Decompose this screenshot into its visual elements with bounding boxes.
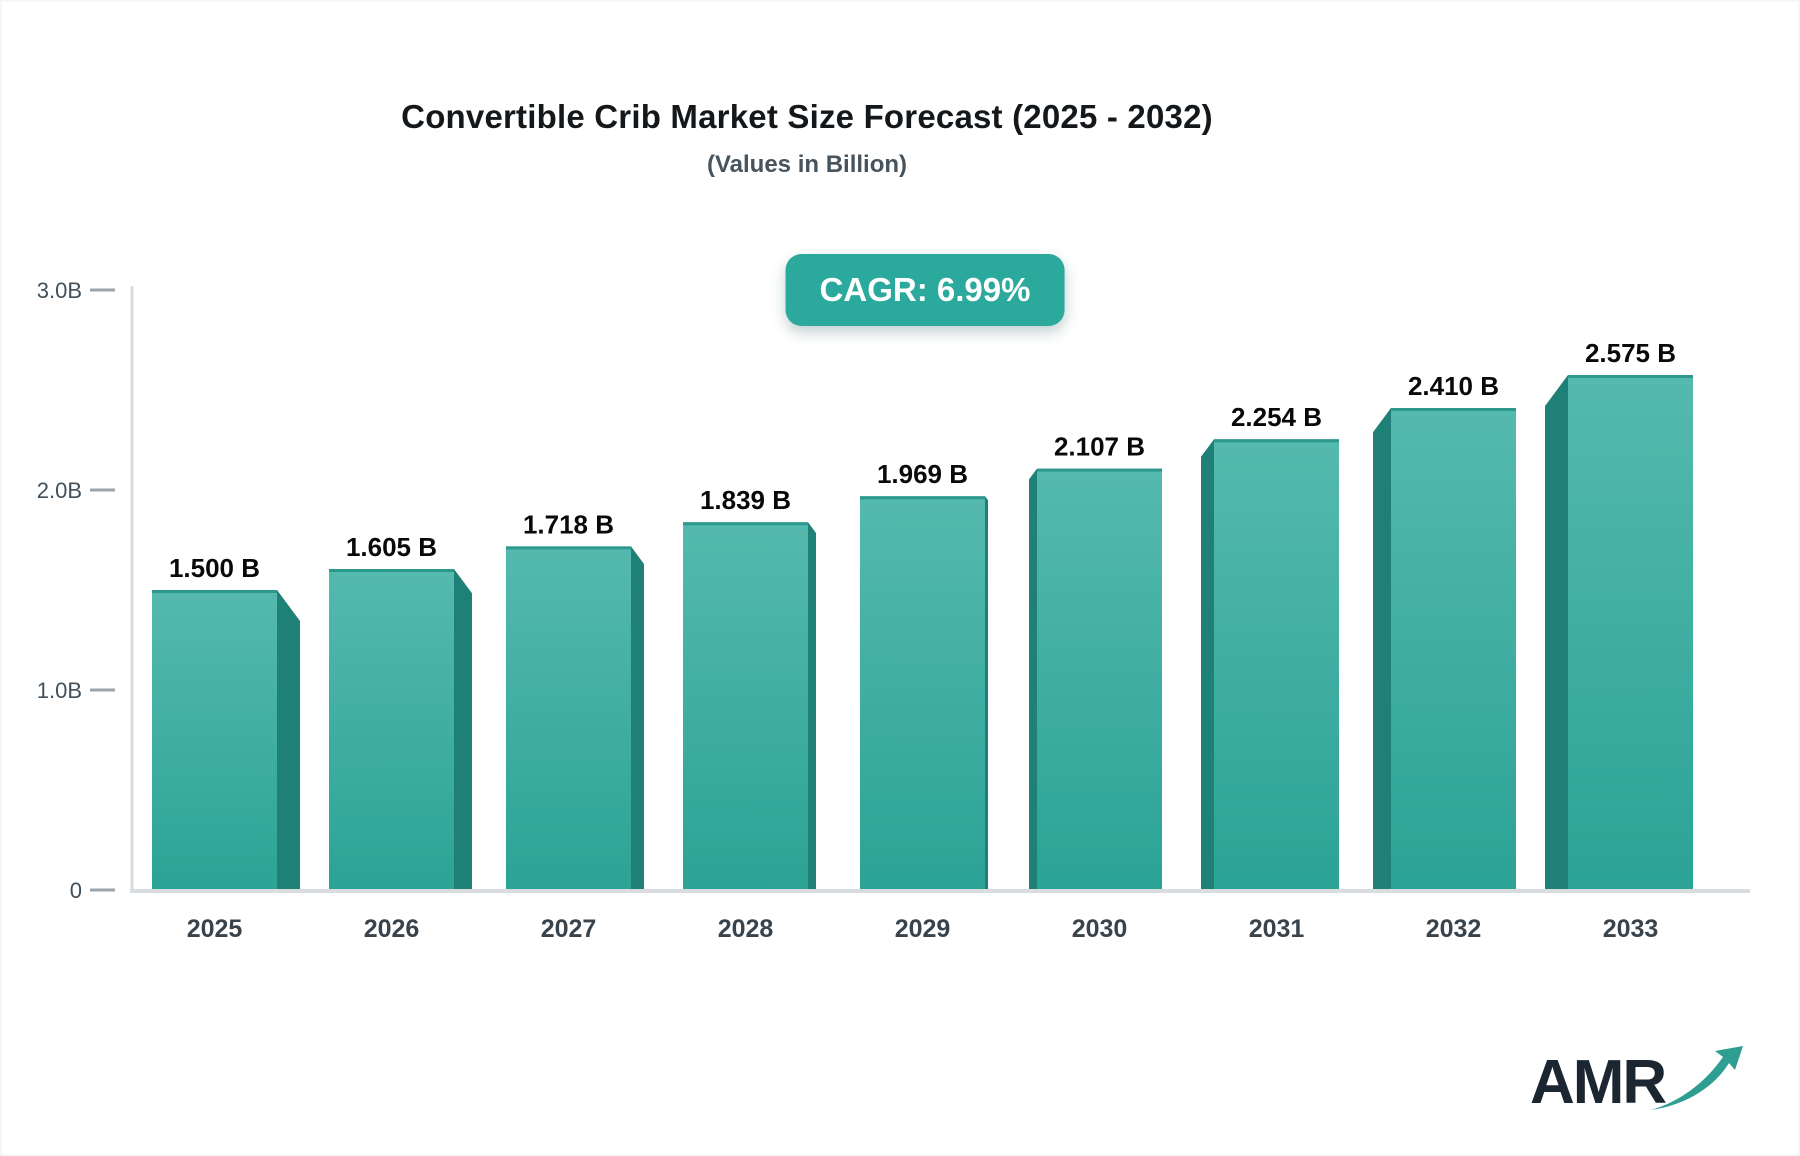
bar-side-2027: [631, 546, 644, 891]
x-axis-label-2030: 2030: [1072, 915, 1128, 943]
x-axis-label-2033: 2033: [1603, 915, 1659, 943]
x-axis-label-2027: 2027: [541, 915, 597, 943]
x-axis-label-2025: 2025: [187, 915, 243, 943]
y-axis-tick-label: 0: [70, 878, 82, 903]
bar-value-label: 2.410 B: [1408, 371, 1499, 401]
bar-value-label: 1.500 B: [169, 553, 260, 583]
chart-subtitle: (Values in Billion): [706, 151, 908, 178]
bar-value-label: 2.575 B: [1585, 338, 1676, 368]
bar-side-2025: [277, 590, 300, 891]
bar-2032[interactable]: [1391, 408, 1516, 891]
bar-2027[interactable]: [506, 546, 631, 891]
growth-arrow-icon: [1651, 1046, 1744, 1110]
bar-side-2031: [1201, 439, 1214, 891]
bar-value-label: 1.605 B: [346, 532, 437, 562]
bar-2031[interactable]: [1214, 439, 1339, 891]
y-axis-tick-label: 1.0B: [37, 678, 82, 703]
bar-value-label: 2.107 B: [1054, 432, 1145, 462]
bar-side-2028: [808, 522, 816, 891]
bar-2030[interactable]: [1037, 468, 1162, 891]
cagr-badge: CAGR: 6.99%: [785, 254, 1065, 326]
x-axis-label-2031: 2031: [1249, 915, 1305, 943]
bar-2028[interactable]: [683, 522, 808, 891]
bar-2025[interactable]: [152, 590, 277, 891]
bar-2026[interactable]: [329, 569, 454, 891]
amr-logo-text: AMR: [1530, 1048, 1667, 1117]
bar-side-2026: [454, 569, 472, 891]
y-axis-tick-label: 2.0B: [37, 478, 82, 503]
bar-side-2030: [1029, 468, 1037, 891]
x-axis-label-2028: 2028: [718, 915, 774, 943]
bar-side-2032: [1373, 408, 1391, 891]
x-axis-label-2032: 2032: [1426, 915, 1482, 943]
bar-2029[interactable]: [860, 496, 985, 891]
bar-2033[interactable]: [1568, 375, 1693, 891]
amr-logo: AMR: [1530, 1038, 1747, 1114]
bar-value-label: 1.839 B: [700, 485, 791, 515]
bar-value-label: 2.254 B: [1231, 402, 1322, 432]
x-axis-label-2029: 2029: [895, 915, 951, 943]
bar-value-label: 1.969 B: [877, 459, 968, 489]
bar-value-label: 1.718 B: [523, 509, 614, 539]
chart-title: Convertible Crib Market Size Forecast (2…: [401, 98, 1213, 135]
bar-side-2033: [1545, 375, 1568, 891]
x-axis-label-2026: 2026: [364, 915, 420, 943]
bar-side-2029: [985, 496, 988, 891]
y-axis-tick-label: 3.0B: [37, 278, 82, 303]
